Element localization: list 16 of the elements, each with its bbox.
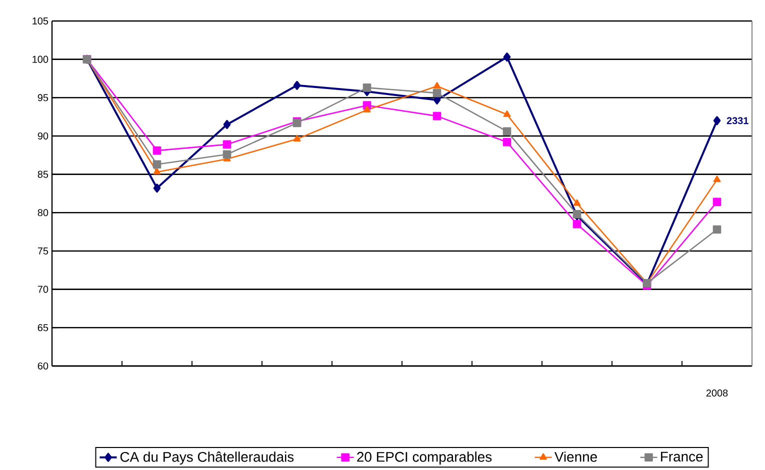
legend-label: France [661,452,703,462]
y-tick-label: 105 [32,17,48,25]
annotation: 2331 [726,117,748,124]
legend-label: 20 EPCI comparables [357,452,492,465]
y-tick-label: 70 [38,286,48,293]
legend-label: CA du Pays Châtelleraudais [120,452,294,465]
x-tick-label: 2008 [706,390,728,397]
y-tick-label: 60 [38,362,48,370]
y-tick-label: 80 [38,209,48,216]
y-tick-label: 65 [38,324,48,332]
y-tick-label: 90 [38,132,48,140]
y-tick-label: 85 [38,170,48,178]
y-tick-label: 75 [38,248,48,254]
legend-label: Vienne [554,452,597,462]
y-tick-label: 95 [38,94,48,102]
y-tick-label: 100 [32,56,48,63]
